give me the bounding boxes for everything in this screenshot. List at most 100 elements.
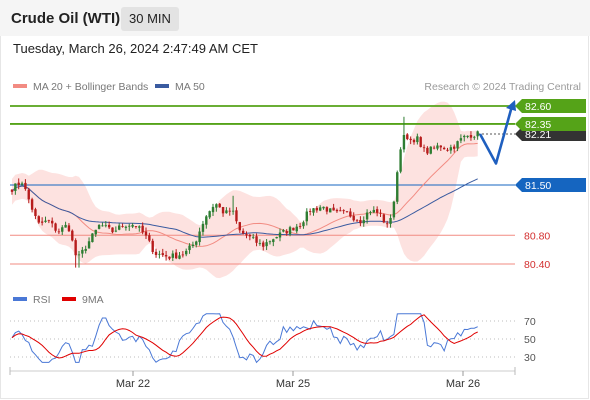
candle	[466, 135, 469, 139]
candle	[231, 195, 235, 215]
candle	[128, 223, 131, 231]
candle	[258, 239, 262, 246]
candle	[154, 248, 158, 258]
candle	[228, 207, 231, 216]
chart-header: Crude Oil (WTI) 30 MIN	[0, 0, 590, 36]
candle	[349, 208, 352, 218]
candle	[54, 222, 57, 233]
candle	[91, 233, 94, 243]
instrument-title: Crude Oil (WTI)	[11, 10, 121, 27]
legend-swatch-rsi	[13, 297, 27, 301]
candle	[134, 226, 138, 229]
candle	[288, 225, 292, 237]
candle	[339, 206, 342, 212]
candle	[382, 213, 386, 224]
price-level-labels: 82.21 82.60 82.35 81.50 80.80 80.40	[515, 99, 586, 271]
candle	[221, 206, 225, 217]
candle	[315, 206, 319, 213]
candle	[40, 217, 44, 226]
candle	[57, 228, 61, 235]
candle	[104, 221, 107, 228]
candle	[51, 217, 54, 228]
candle	[191, 241, 195, 248]
legend-label-bollinger: MA 20 + Bollinger Bands	[33, 81, 148, 93]
legend-label-ma50: MA 50	[175, 81, 205, 93]
candle	[101, 222, 104, 227]
candle	[265, 239, 268, 251]
candle	[174, 249, 178, 260]
candle	[185, 248, 188, 257]
candle	[389, 214, 392, 228]
candle	[225, 207, 228, 214]
candle	[77, 250, 81, 268]
rsi-tick-50: 50	[524, 334, 536, 346]
candle	[272, 238, 275, 247]
candle	[436, 142, 439, 151]
candle	[342, 209, 345, 214]
legend-swatch-bollinger	[13, 84, 27, 88]
rsi-tick-70: 70	[524, 316, 536, 328]
timeframe-button[interactable]: 30 MIN	[121, 7, 179, 31]
candle	[144, 227, 148, 240]
candle	[238, 221, 241, 233]
candle	[369, 210, 372, 216]
candle	[322, 206, 325, 210]
candle	[158, 250, 161, 259]
candle	[188, 243, 191, 254]
forecast-arrowhead	[506, 100, 516, 111]
candle	[118, 223, 121, 231]
candle	[47, 219, 51, 224]
candle	[24, 179, 27, 191]
candle	[262, 240, 265, 251]
forecast-line	[478, 105, 514, 165]
candle	[178, 251, 181, 260]
candle	[124, 225, 128, 231]
rsi-line	[11, 313, 478, 364]
candle	[201, 220, 205, 236]
candle	[375, 206, 379, 217]
candle	[20, 181, 24, 186]
candle	[426, 146, 429, 155]
candle	[181, 251, 185, 258]
candle	[473, 135, 476, 140]
candle	[463, 134, 466, 142]
candle	[355, 219, 359, 222]
candle	[171, 250, 174, 262]
candle	[429, 146, 432, 155]
source-credit: Research © 2024 Trading Central	[424, 81, 581, 93]
candle	[37, 215, 40, 224]
candle	[235, 207, 238, 224]
candle	[10, 189, 14, 195]
level-label-82-35: 82.35	[525, 119, 551, 131]
candle	[305, 208, 308, 226]
rsi-9ma-line	[11, 314, 478, 359]
candle	[412, 138, 416, 145]
candle	[406, 133, 409, 141]
candle	[402, 116, 406, 153]
candle	[148, 232, 151, 243]
candle	[335, 208, 339, 213]
candle	[97, 224, 101, 230]
candle	[161, 248, 164, 257]
candle	[84, 245, 87, 254]
candle	[453, 144, 456, 153]
candle	[255, 233, 258, 247]
candle	[14, 183, 17, 195]
level-label-81-50: 81.50	[525, 180, 551, 192]
rsi-grid: 70 50 30	[10, 316, 536, 364]
candle	[67, 223, 71, 233]
candle	[332, 203, 335, 211]
candle	[298, 222, 302, 229]
candle	[379, 209, 382, 217]
candle	[442, 146, 446, 150]
candle	[215, 203, 218, 212]
candle	[74, 238, 77, 268]
candle	[121, 223, 124, 228]
legend-swatch-9ma	[62, 297, 76, 301]
candle	[386, 220, 389, 228]
candle	[449, 144, 453, 154]
candle	[107, 221, 111, 230]
candle	[419, 136, 422, 148]
candle	[278, 228, 282, 242]
